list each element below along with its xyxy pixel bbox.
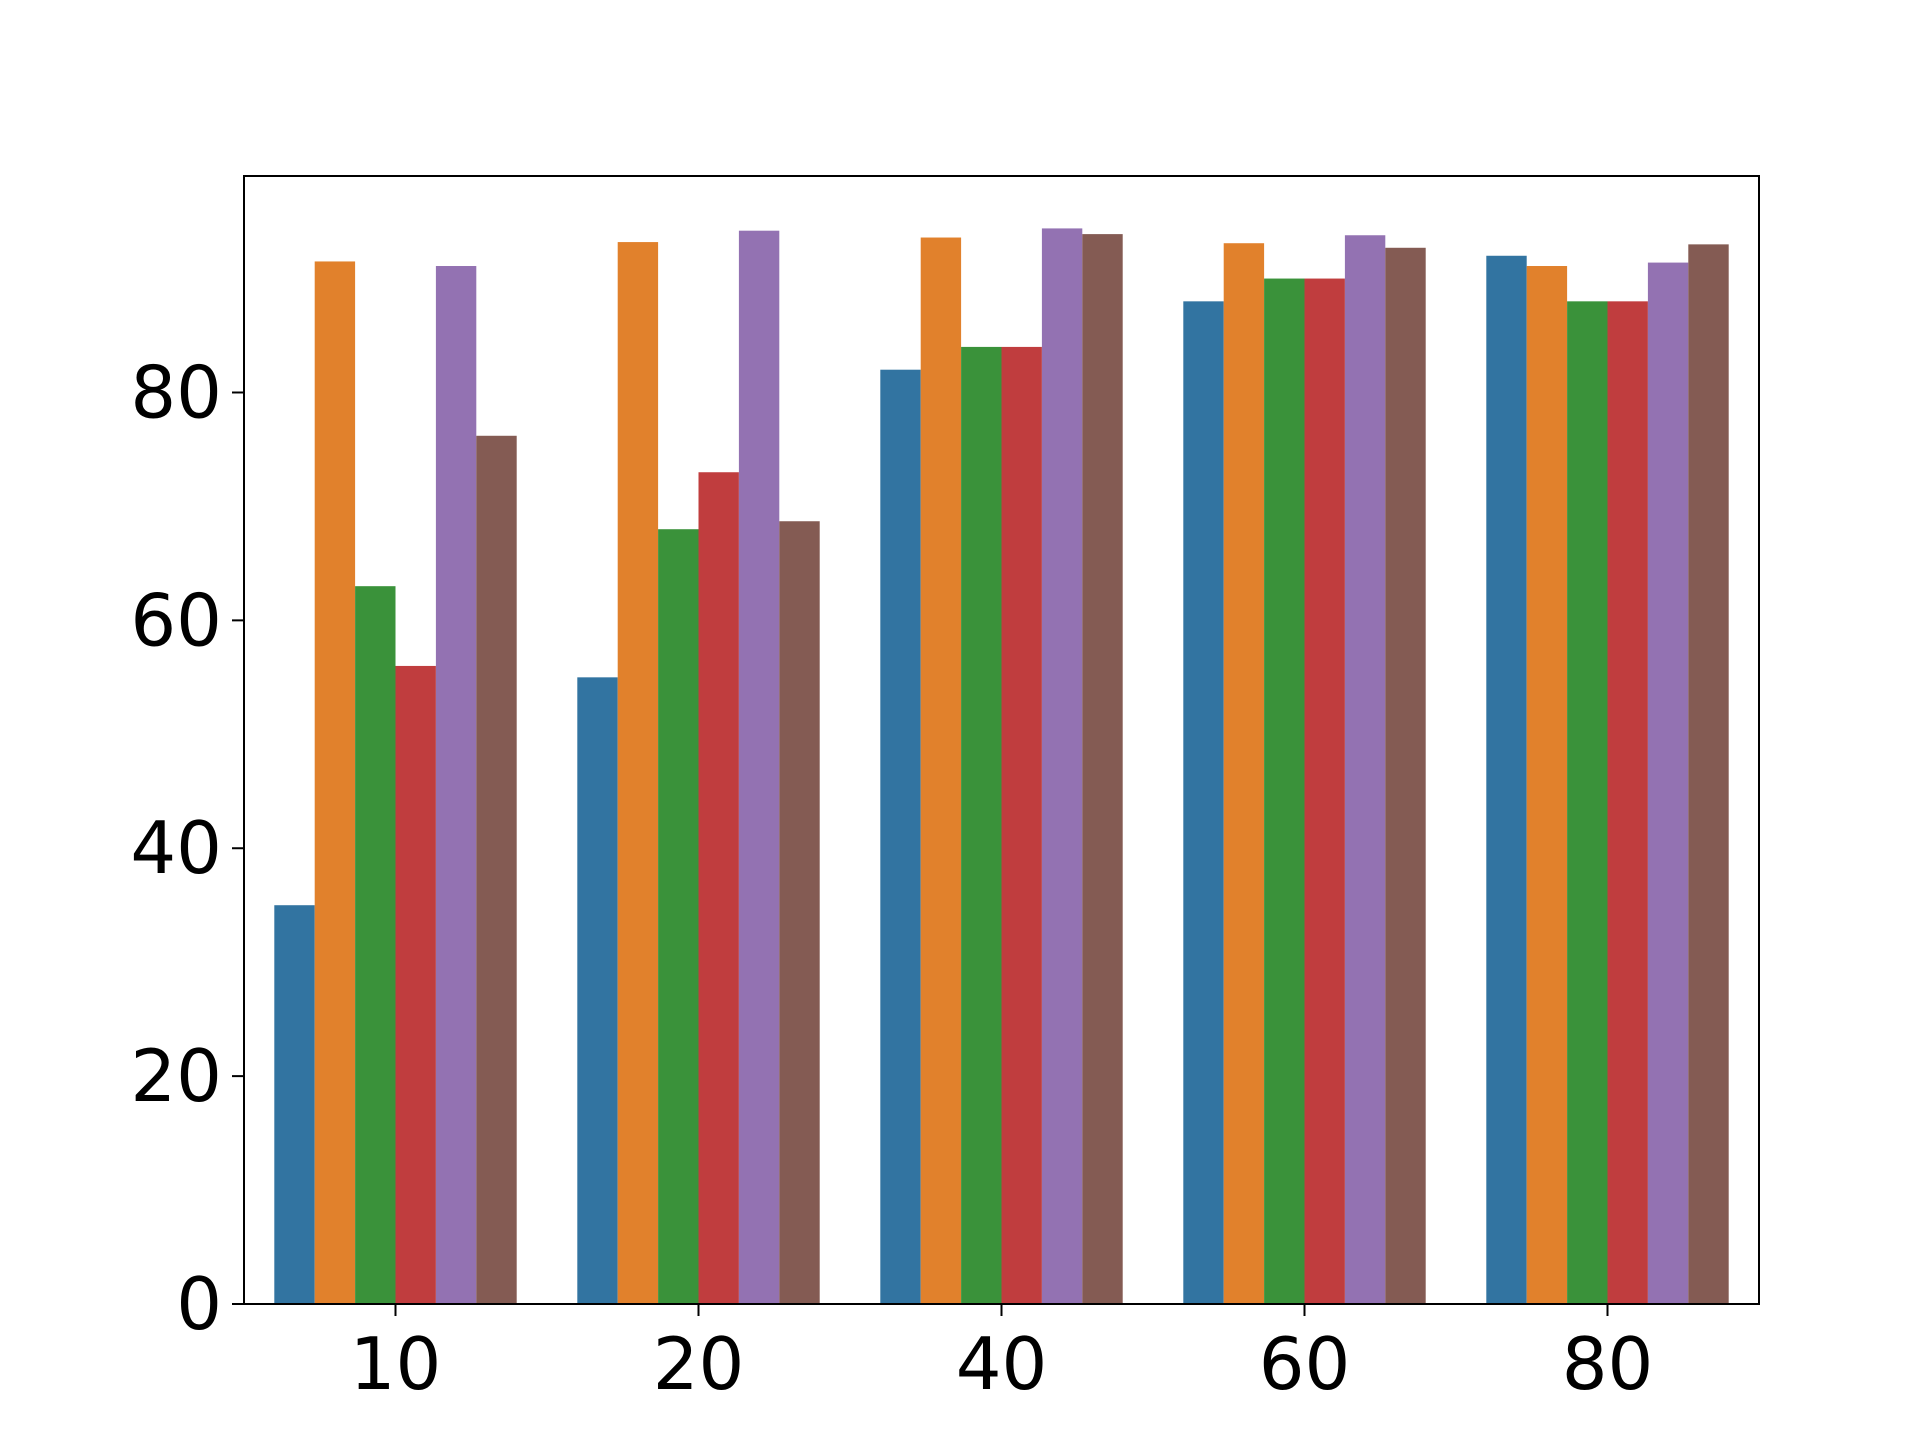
y-tick-label: 20 [130,1034,222,1118]
bar-60-series-2 [1223,243,1265,1305]
bar-60-series-4 [1304,278,1345,1304]
y-tick-label: 80 [130,350,222,434]
bar-40-series-4 [1001,346,1042,1304]
bar-60-series-3 [1264,278,1305,1304]
bar-40-series-1 [880,369,921,1304]
bar-40-series-5 [1041,228,1083,1304]
bar-60-series-5 [1344,235,1386,1304]
bar-40-series-3 [961,346,1002,1304]
x-tick-label: 40 [956,1322,1048,1406]
bar-80-series-6 [1688,244,1729,1305]
y-tick-label: 60 [130,578,222,662]
bar-10-series-1 [274,905,315,1304]
bar-20-series-2 [617,242,659,1305]
bar-80-series-1 [1486,255,1527,1304]
x-tick-label: 20 [653,1322,745,1406]
bar-20-series-6 [779,521,820,1304]
bar-80-series-3 [1567,301,1608,1305]
y-tick-label: 0 [176,1262,222,1346]
bar-10-series-3 [355,586,396,1304]
axes-layer: 0 20 40 60 80 10 20 40 60 80 [130,175,1760,1406]
bar-10-series-2 [314,261,356,1305]
bar-60-series-6 [1385,247,1426,1304]
y-tick-label: 40 [130,806,222,890]
bar-60-series-1 [1183,301,1224,1305]
bar-80-series-2 [1526,266,1568,1304]
bar-40-series-2 [920,237,962,1304]
bar-20-series-1 [577,677,618,1304]
bar-10-series-5 [435,266,477,1304]
x-tick-label: 80 [1562,1322,1654,1406]
bar-40-series-6 [1082,234,1123,1305]
bar-10-series-6 [476,435,517,1304]
bar-20-series-5 [738,230,780,1305]
bar-10-series-4 [395,665,436,1304]
x-tick-label: 60 [1259,1322,1351,1406]
bar-80-series-4 [1607,301,1648,1305]
bar-20-series-4 [698,472,739,1304]
bar-80-series-5 [1647,262,1689,1305]
bar-20-series-3 [658,529,699,1304]
x-tick-label: 10 [350,1322,442,1406]
bars-layer [274,228,1729,1305]
